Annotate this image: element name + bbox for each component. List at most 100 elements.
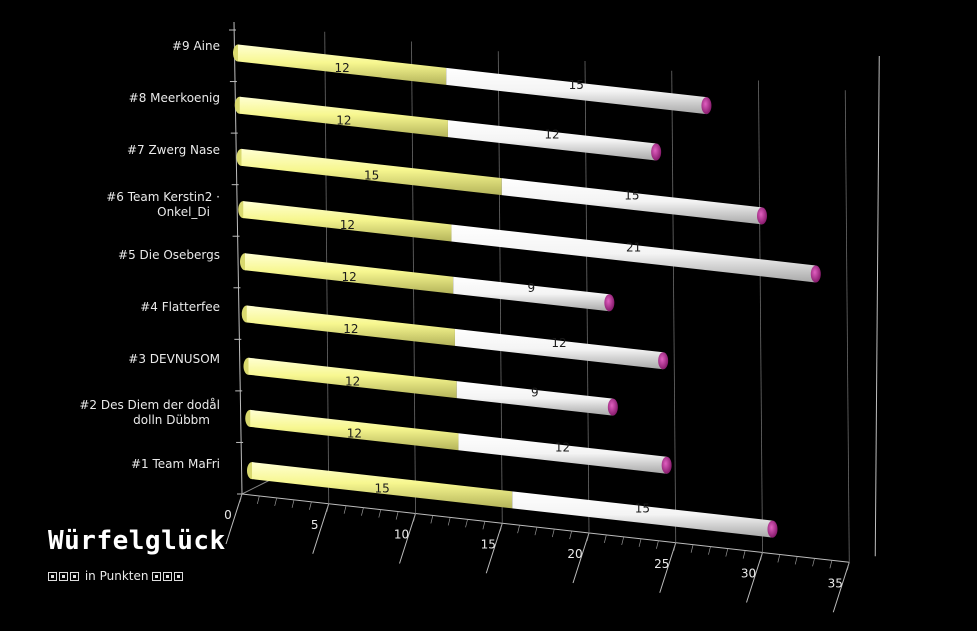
data-label: 12	[343, 322, 358, 336]
data-label: 12	[544, 127, 559, 141]
x-tick-label: 0	[224, 508, 232, 522]
data-label: 15	[364, 169, 379, 183]
minor-tick	[708, 546, 711, 555]
floor-edge	[241, 479, 271, 495]
category-label: #8 Meerkoenig	[20, 91, 220, 106]
floor-gridline	[832, 562, 850, 613]
data-label: 15	[374, 482, 389, 496]
minor-tick	[673, 542, 677, 551]
data-label: 12	[347, 427, 362, 441]
dice-icon	[59, 572, 68, 581]
minor-tick	[586, 532, 590, 542]
bar-segment-1	[239, 96, 448, 138]
data-label: 12	[555, 441, 570, 455]
minor-tick	[690, 544, 694, 553]
y-axis-wall	[233, 21, 243, 495]
gridline	[844, 90, 850, 563]
dice-icon	[70, 572, 79, 581]
x-tick-label: 25	[654, 557, 669, 571]
bar-segment-2	[501, 178, 762, 225]
category-label: #7 Zwerg Nase	[20, 143, 220, 158]
minor-tick	[517, 525, 520, 534]
dice-icon	[48, 572, 57, 581]
category-label: #6 Team Kerstin2 · Onkel_Di	[20, 190, 220, 220]
bar-end-cap	[810, 265, 821, 283]
bar-end-cap	[651, 143, 662, 161]
x-tick-label: 15	[481, 537, 496, 551]
bar-segment-1	[246, 305, 455, 346]
bar-segment-2	[454, 328, 664, 370]
x-tick-label: 35	[828, 576, 843, 590]
bar-segment-1	[238, 44, 447, 85]
minor-tick	[794, 556, 798, 565]
category-label-line: #6 Team Kerstin2 ·	[106, 189, 220, 204]
category-label-line: #4 Flatterfee	[140, 300, 220, 314]
data-label: 21	[626, 240, 641, 254]
bar-segment-2	[447, 120, 657, 161]
category-label: #5 Die Osebergs	[20, 248, 220, 263]
category-label: #1 Team MaFri	[20, 457, 220, 472]
minor-tick	[812, 558, 815, 567]
minor-tick	[551, 529, 555, 538]
gridline	[671, 70, 677, 543]
minor-tick	[257, 495, 260, 505]
data-label: 15	[624, 188, 639, 202]
minor-tick	[378, 509, 382, 518]
category-label-line: Onkel_Di	[157, 204, 210, 219]
minor-tick	[239, 493, 243, 503]
minor-tick	[846, 562, 850, 571]
category-label-line: #2 Des Diem der dodål	[79, 398, 220, 413]
minor-tick	[742, 550, 746, 559]
minor-tick	[638, 538, 642, 547]
x-tick-label: 20	[567, 547, 582, 561]
category-label: #2 Des Diem der dodål dolln Dübbm	[20, 398, 220, 428]
minor-tick	[291, 499, 295, 508]
bar-segment-1	[252, 462, 513, 509]
floor-gridline	[312, 503, 330, 554]
bar-segment-2	[512, 491, 773, 538]
bar-segment-1	[243, 201, 452, 242]
bar-segment-1	[241, 148, 502, 196]
floor-gridline	[572, 532, 590, 584]
category-label: #9 Aine	[20, 39, 220, 54]
category-label-line: #5 Die Osebergs	[118, 247, 220, 262]
data-label: 12	[345, 374, 360, 388]
brand-title: Würfelglück	[48, 526, 226, 556]
minor-tick	[274, 497, 278, 506]
bars-layer: 12 15 12 12 15 15 12 21 12 9 12 12 12 9 12 12 15 15	[233, 44, 821, 538]
floor-gridline	[746, 552, 763, 603]
bar-segment-2	[451, 224, 816, 283]
bar-end-cap	[658, 352, 669, 370]
minor-tick	[725, 548, 729, 557]
brand-subtitle-text: in Punkten	[84, 569, 149, 583]
x-tick-label: 5	[311, 518, 319, 532]
minor-tick	[499, 523, 503, 532]
data-label: 12	[341, 270, 356, 284]
minor-tick	[326, 503, 330, 512]
bar-segment-2	[446, 67, 707, 115]
gridline	[758, 80, 763, 553]
data-label: 12	[340, 218, 355, 232]
category-label: #3 DEVNUSOM	[20, 352, 220, 367]
x-tick-label: 30	[741, 567, 756, 581]
minor-tick	[656, 540, 659, 549]
category-label: #4 Flatterfee	[20, 300, 220, 315]
bar-end-cap	[767, 520, 778, 538]
minor-tick	[534, 527, 538, 536]
dice-icon	[174, 572, 184, 581]
brand-subtitle: in Punkten	[48, 569, 185, 583]
bar-segment-1	[245, 253, 454, 294]
bar-segment-1	[250, 409, 459, 451]
bar-end-cap	[607, 398, 618, 416]
bar-segment-2	[456, 381, 613, 416]
x-tick-labels: 0 5 10 15 20 25 30 35	[224, 508, 843, 590]
minor-tick	[395, 511, 399, 520]
bar-segment-2	[453, 276, 610, 312]
minor-tick	[430, 515, 434, 524]
dice-icon	[163, 572, 173, 581]
minor-tick	[760, 552, 763, 561]
bar-segment-2	[458, 433, 667, 474]
bar-end-cap	[757, 207, 767, 225]
